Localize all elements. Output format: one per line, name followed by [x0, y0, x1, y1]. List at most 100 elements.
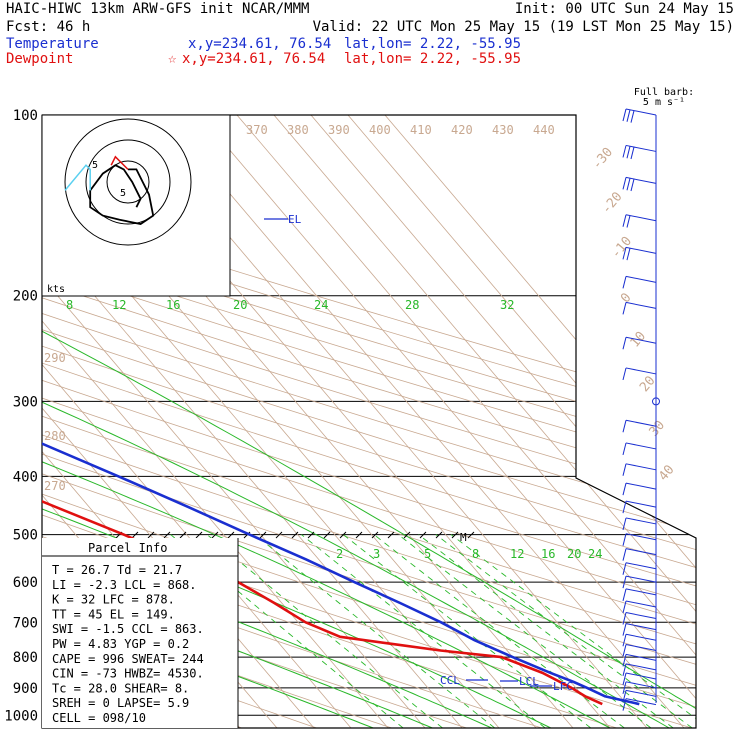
theta-label: 380 [287, 123, 309, 137]
mixing-ratio-label: 5 [424, 547, 431, 561]
wind-barb-calm [652, 397, 660, 406]
header-valid: Valid: 22 UTC Mon 25 May 15 (19 LST Mon … [313, 19, 734, 35]
dry-adiabat-line [42, 115, 696, 728]
freezing-tick [211, 531, 219, 539]
mixing-ratio-label: 2 [336, 547, 343, 561]
dry-adiabat-line [42, 115, 696, 728]
parcel-info-row: CAPE = 996 SWEAT= 244 [52, 652, 204, 666]
freezing-tick [371, 531, 379, 539]
dewpoint-xy: x,y=234.61, 76.54 [182, 51, 325, 67]
wind-barb [625, 275, 657, 283]
legend-dewpoint: Dewpoint [6, 51, 73, 67]
wind-barb [625, 367, 657, 375]
wind-barb-flag [622, 612, 627, 625]
dry-adiabat-line [42, 115, 467, 728]
parcel-info-row: LI = -2.3 LCL = 868. [52, 578, 197, 592]
wind-barb [625, 144, 657, 152]
mixing-ratio-label: 16 [541, 547, 555, 561]
wind-barb-flag [622, 562, 627, 575]
theta-label: 400 [369, 123, 391, 137]
temperature-latlon: lat,lon= 2.22, -55.95 [344, 36, 521, 52]
dry-adiabat-line [42, 115, 392, 728]
freezing-tick [307, 531, 315, 539]
parcel-info-row: SREH = 0 LAPSE= 5.9 [52, 696, 189, 710]
hodograph-ring-label: 5 [92, 160, 98, 171]
freezing-tick [451, 531, 459, 539]
wind-barb-flag [622, 698, 627, 711]
wind-barb [625, 689, 657, 697]
moist-adiabat-label: 12 [112, 298, 126, 312]
freezing-tick [339, 531, 347, 539]
barb-key-value: 5 m s⁻¹ [643, 97, 685, 108]
mixing-ratio-line [450, 534, 696, 728]
wind-barb [625, 442, 657, 450]
wind-barb [625, 246, 657, 254]
wind-barb [625, 214, 657, 222]
wind-barb-flag [622, 672, 627, 686]
dewpoint-line [42, 115, 603, 706]
wind-barb-flag [622, 108, 627, 122]
theta-label: 430 [492, 123, 514, 137]
parcel-info-row: K = 32 LFC = 878. [52, 593, 175, 607]
wind-barb [625, 463, 657, 471]
pressure-tick-label: 900 [13, 681, 38, 697]
mixing-ratio-label: 8 [472, 547, 479, 561]
wind-barb-flag [622, 634, 627, 647]
theta-label: 420 [451, 123, 473, 137]
wind-barb-flag [626, 178, 631, 191]
wind-barb-flag [622, 690, 627, 703]
wind-barb-flag [622, 644, 627, 657]
moist-adiabat-line [42, 295, 670, 728]
header-title: HAIC-HIWC 13km ARW-GFS init NCAR/MMM [6, 1, 309, 17]
parcel-info-title: Parcel Info [88, 541, 167, 555]
isotherm-line [42, 115, 389, 728]
isotherm-label: -10 [609, 234, 636, 262]
freezing-tick [179, 531, 187, 539]
wind-barb-flag [622, 214, 627, 227]
isotherm-line [384, 115, 696, 728]
wind-barb-flag [622, 276, 627, 289]
header-forecast: Fcst: 46 h [6, 19, 90, 35]
isotherm-line [0, 115, 18, 728]
isotherm-label: -20 [599, 189, 626, 217]
dry-adiabat-line [42, 115, 696, 728]
parcel-info-row: CELL = 098/10 [52, 711, 146, 725]
dry-adiabat-line [42, 115, 696, 728]
mixing-ratio-label: 3 [373, 547, 380, 561]
wind-barb [625, 482, 657, 490]
wind-barb-flag [622, 367, 627, 381]
moist-adiabat-label: 20 [233, 298, 247, 312]
wind-barb-flag [630, 110, 635, 123]
parcel-info-row: CIN = -73 HWBZ= 4530. [52, 667, 204, 681]
wind-barb-flag [622, 483, 627, 496]
wind-barb-flag [622, 681, 627, 694]
wind-barb [625, 548, 657, 556]
theta-label: 370 [246, 123, 268, 137]
dewpoint-latlon: lat,lon= 2.22, -55.95 [344, 51, 521, 67]
freezing-tick [147, 531, 155, 539]
freezing-level-mark: M [460, 531, 467, 544]
wind-barb-flag [622, 442, 627, 456]
isotherm-label: 30 [647, 418, 669, 440]
wind-barb-flag [622, 463, 627, 476]
isotherm-label: 40 [656, 462, 678, 484]
parcel-info-row: Tc = 28.0 SHEAR= 8. [52, 681, 189, 695]
hodograph-units: kts [47, 284, 65, 295]
wind-barb-flag [622, 247, 627, 260]
freezing-tick [275, 531, 283, 539]
lcl-level-label: LCL [519, 675, 539, 688]
isotherm-label: -30 [590, 145, 617, 173]
hodograph-ring [85, 139, 171, 225]
mixing-ratio-line [373, 534, 625, 728]
isotherm-line [42, 115, 352, 728]
freezing-tick [419, 531, 427, 539]
mixing-ratio-label: 20 [567, 547, 581, 561]
ccl-level-label: CCL [440, 674, 460, 687]
moist-adiabat-line [42, 295, 611, 728]
wind-barb-flag [622, 575, 627, 589]
isotherm-line [162, 115, 685, 728]
moist-adiabat-label: 28 [405, 298, 419, 312]
freezing-tick [387, 531, 395, 539]
parcel-info-box: Parcel Info T = 26.7 Td = 21.7LI = -2.3 … [42, 538, 239, 728]
